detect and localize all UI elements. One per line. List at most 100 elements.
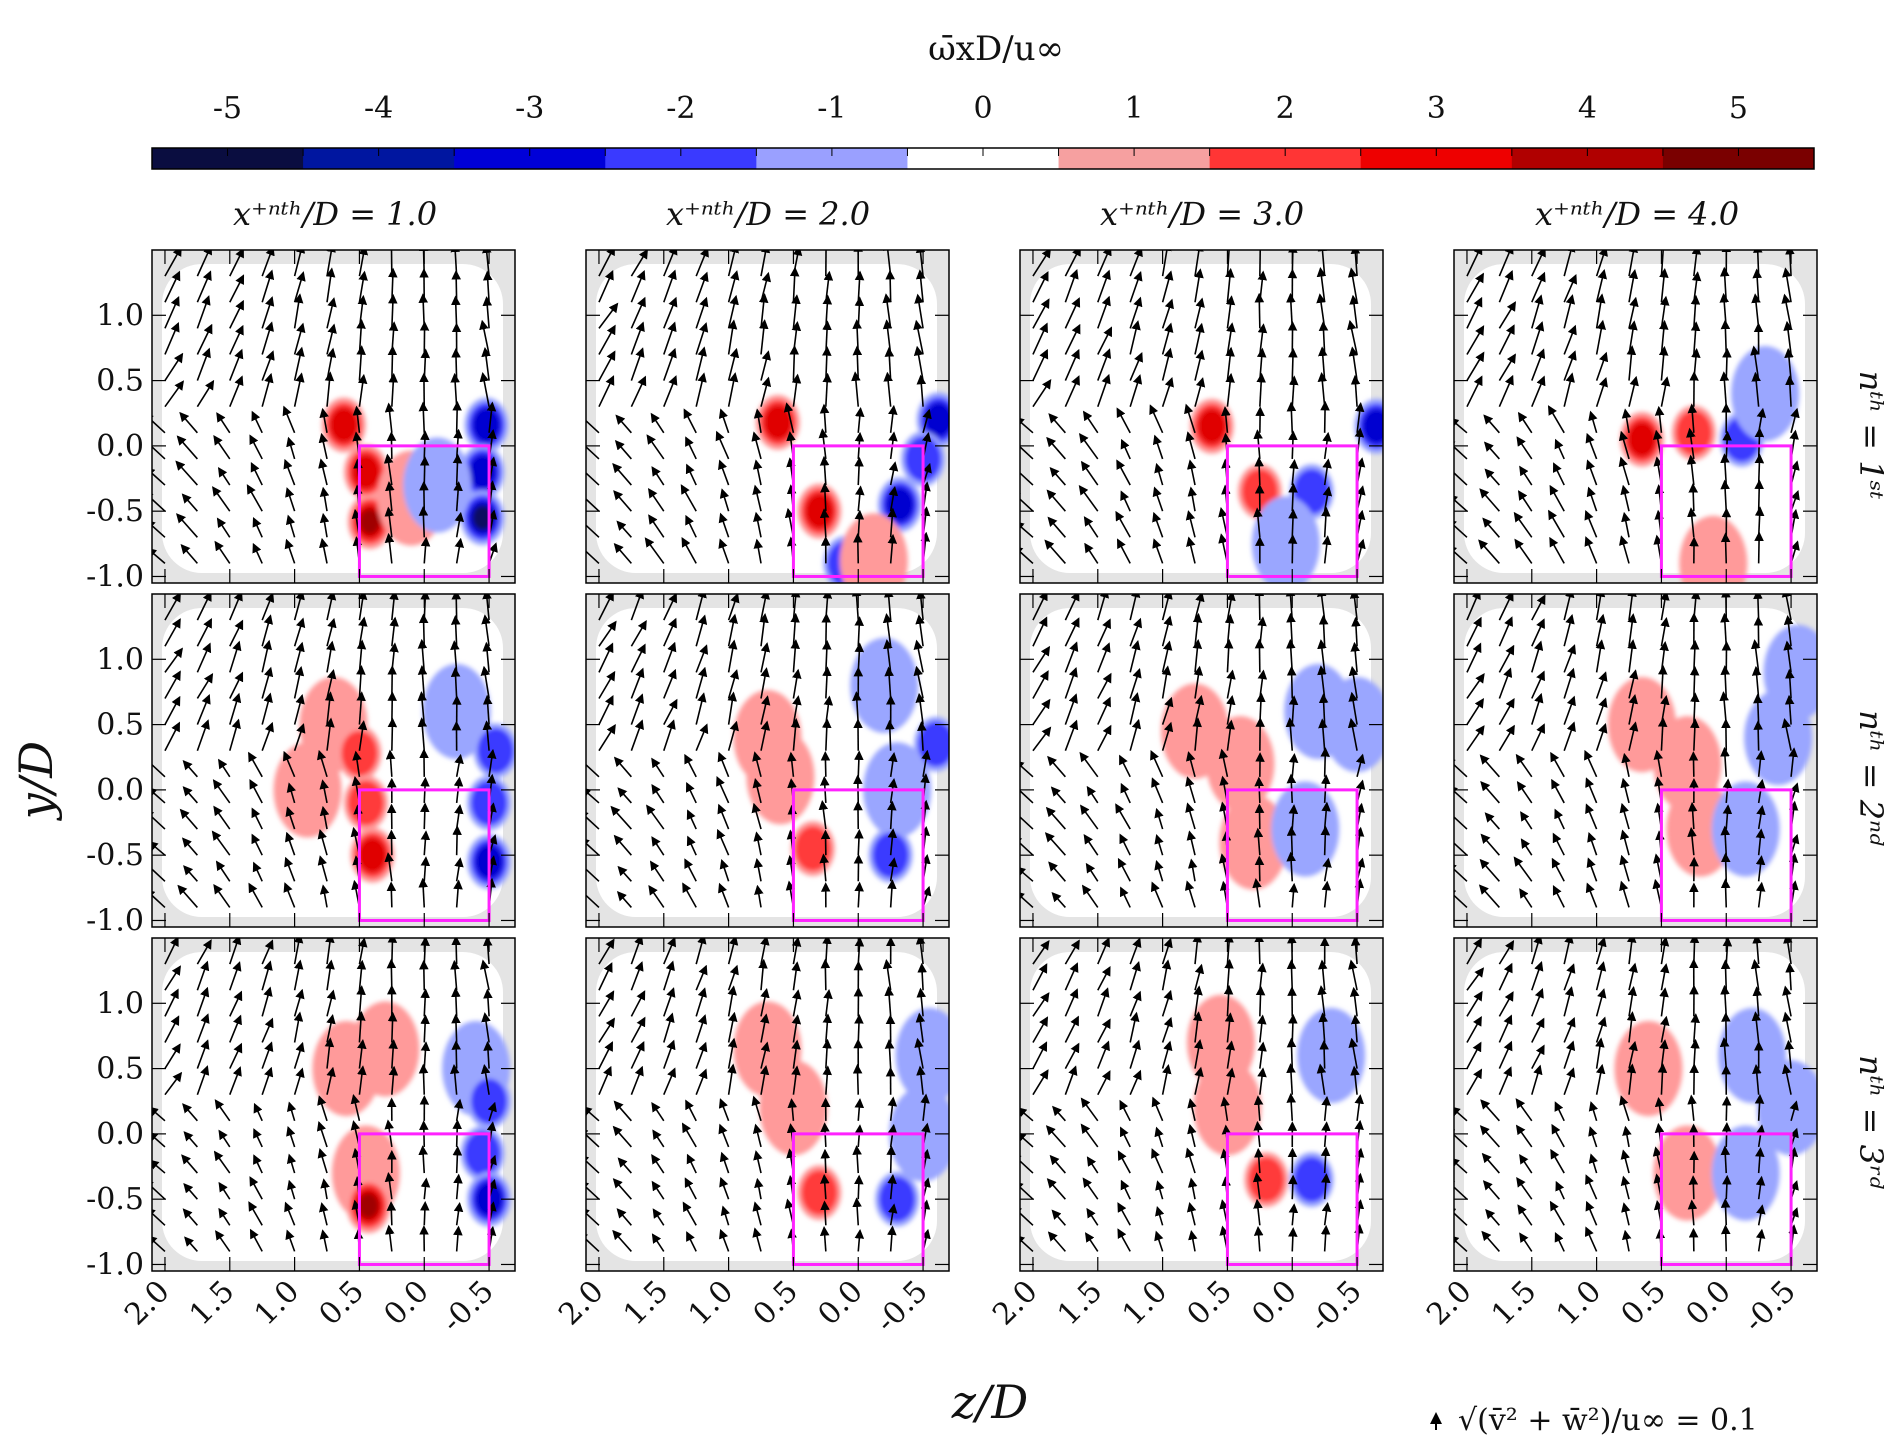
velocity-vector — [196, 673, 214, 699]
velocity-vector — [1531, 294, 1544, 329]
panel-r2-c2 — [585, 593, 950, 928]
positive-vortex-contour — [347, 780, 384, 826]
velocity-vector — [717, 803, 730, 830]
velocity-vector — [229, 375, 244, 408]
velocity-vector — [386, 1201, 397, 1226]
velocity-vector — [717, 751, 730, 778]
velocity-vector — [1498, 301, 1516, 329]
positive-vortex-contour — [1614, 1020, 1683, 1117]
velocity-vector — [319, 779, 329, 804]
velocity-vector — [1751, 371, 1761, 407]
velocity-vector — [695, 644, 709, 673]
velocity-vector — [598, 723, 616, 752]
velocity-vector — [598, 620, 617, 647]
velocity-vector — [820, 750, 831, 777]
velocity-vector — [1064, 719, 1079, 751]
x-tick-label: 0.5 — [1615, 1274, 1673, 1332]
velocity-vector — [612, 462, 632, 486]
velocity-vector — [196, 323, 213, 355]
velocity-vector — [1320, 400, 1330, 433]
y-tick-label: -1.0 — [86, 903, 144, 938]
velocity-vector — [451, 1013, 461, 1043]
velocity-vector — [451, 1040, 462, 1069]
velocity-vector — [454, 857, 464, 882]
velocity-vector — [229, 692, 242, 725]
velocity-vector — [1720, 319, 1731, 355]
velocity-vector — [718, 459, 730, 486]
positive-vortex-contour — [1206, 716, 1275, 812]
velocity-vector — [1254, 456, 1264, 486]
velocity-vector — [1288, 482, 1298, 512]
velocity-vector — [181, 837, 198, 856]
velocity-vector — [1253, 507, 1263, 538]
velocity-vector — [651, 836, 665, 856]
velocity-vector — [754, 884, 764, 908]
velocity-vector — [326, 297, 337, 329]
velocity-vector — [727, 639, 738, 673]
colorbar-tick-label: 4 — [1578, 91, 1597, 126]
velocity-vector — [684, 858, 697, 882]
velocity-vector — [1595, 319, 1607, 355]
velocity-vector — [613, 542, 632, 564]
velocity-vector — [686, 835, 697, 856]
panel-r2-c3 — [1019, 593, 1384, 928]
velocity-vector — [851, 371, 861, 407]
velocity-vector — [630, 667, 645, 699]
velocity-vector — [482, 296, 493, 329]
velocity-vector — [1349, 594, 1360, 621]
velocity-vector — [1454, 545, 1468, 565]
velocity-vector — [183, 865, 198, 882]
velocity-vector — [216, 412, 231, 434]
velocity-vector — [420, 830, 431, 856]
velocity-vector — [384, 532, 395, 564]
velocity-vector — [752, 777, 762, 804]
panel-frame — [585, 593, 950, 928]
velocity-vector — [1563, 250, 1576, 277]
velocity-vector — [1548, 509, 1565, 538]
colorbar-bin — [1662, 148, 1815, 169]
panel-r1-c3 — [1019, 249, 1384, 584]
velocity-vector — [1349, 294, 1359, 329]
velocity-vector — [177, 884, 198, 908]
positive-vortex-contour — [273, 742, 342, 838]
velocity-vector — [586, 787, 600, 804]
velocity-vector — [1221, 406, 1231, 433]
velocity-vector — [246, 484, 263, 512]
velocity-vector — [164, 250, 182, 277]
y-tick-label: 0.5 — [96, 364, 144, 399]
x-tick-label: 2.0 — [552, 1274, 610, 1332]
x-tick-label: -0.5 — [1737, 1274, 1803, 1340]
panel-r2-c1: 1.0 0.5 0.0 -0.5 -1.0 — [86, 593, 516, 938]
velocity-vector — [1097, 269, 1111, 303]
velocity-vector — [1032, 322, 1048, 355]
velocity-vector — [888, 752, 898, 777]
velocity-vector — [751, 802, 762, 830]
velocity-vector — [1194, 377, 1206, 407]
negative-vortex-contour — [477, 728, 514, 774]
velocity-vector — [251, 410, 263, 434]
velocity-vector — [1288, 459, 1299, 486]
velocity-vector — [586, 437, 600, 460]
velocity-vector — [685, 514, 697, 538]
velocity-vector — [1097, 724, 1112, 752]
velocity-vector — [229, 250, 244, 277]
velocity-vector — [229, 348, 244, 381]
velocity-vector — [1688, 483, 1699, 512]
colorbar-bin — [1209, 148, 1362, 169]
velocity-vector — [598, 350, 616, 381]
velocity-vector — [685, 463, 697, 486]
velocity-vector — [293, 372, 305, 407]
velocity-vector — [1150, 749, 1164, 778]
velocity-vector — [695, 723, 709, 752]
velocity-vector — [663, 321, 677, 355]
velocity-vector — [1082, 410, 1099, 434]
velocity-vector — [176, 513, 198, 538]
positive-vortex-contour — [351, 454, 380, 490]
velocity-vector — [648, 514, 665, 538]
velocity-vector — [214, 540, 231, 564]
velocity-vector — [1187, 486, 1198, 512]
positive-vortex-contour — [359, 509, 380, 535]
velocity-vector — [1319, 1039, 1329, 1069]
velocity-vector — [1483, 414, 1500, 434]
velocity-vector — [293, 666, 305, 699]
